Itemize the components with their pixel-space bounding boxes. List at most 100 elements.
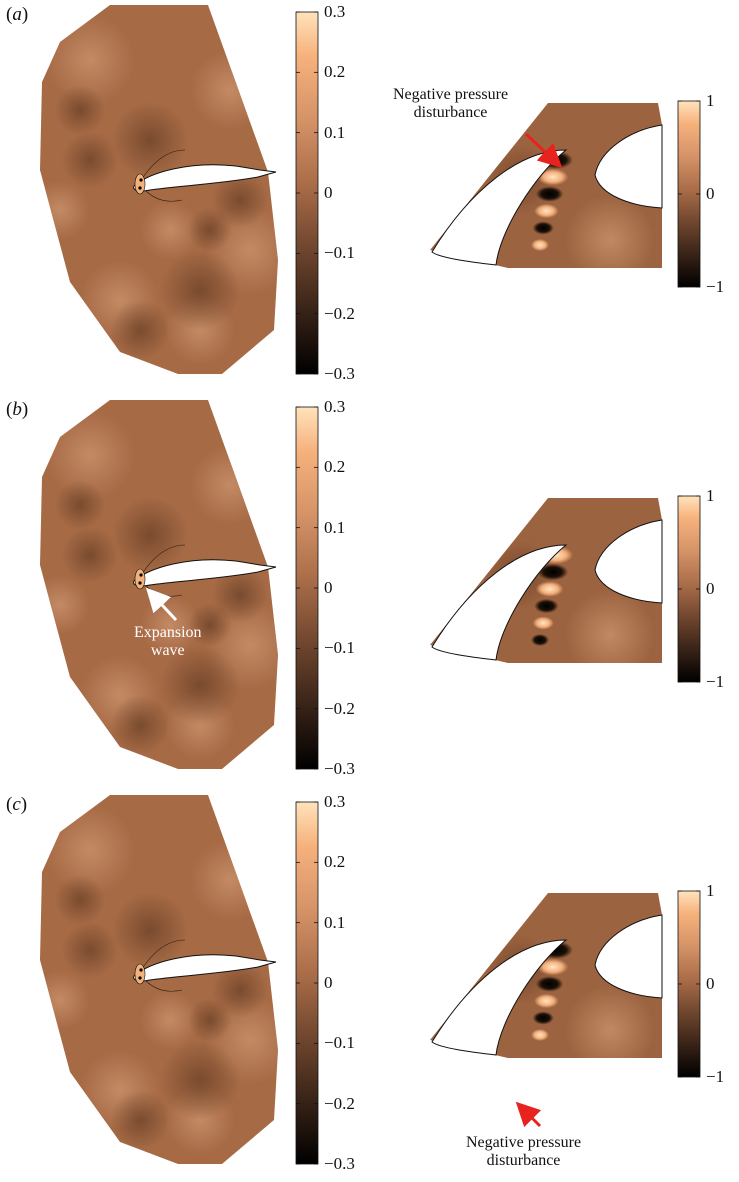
contour-dark bbox=[62, 527, 118, 583]
zoom-field-2 bbox=[430, 893, 663, 1058]
colorbar-tick-label: −0.3 bbox=[324, 759, 355, 778]
contour-dark bbox=[110, 1090, 170, 1150]
colorbar-tick-label: 0.1 bbox=[324, 517, 346, 537]
label-letter: c bbox=[12, 794, 21, 815]
pressure-spot-positive bbox=[531, 1029, 549, 1041]
label-paren-open: ( bbox=[6, 399, 13, 420]
pressure-spot-positive bbox=[531, 239, 549, 251]
colorbar-tick-label: −0.1 bbox=[324, 1033, 355, 1053]
wake-contour bbox=[144, 189, 183, 202]
contour-light bbox=[190, 840, 270, 920]
contour-dark bbox=[110, 695, 170, 755]
zoom-field-0 bbox=[430, 103, 663, 268]
leading-edge-disturbance bbox=[134, 963, 146, 985]
annotation-a_negative: Negative pressure disturbance bbox=[393, 86, 508, 121]
colorbar-tick-label: −1 bbox=[706, 277, 725, 296]
annotation-line: Negative pressure bbox=[393, 86, 509, 103]
disturbance-spot bbox=[139, 178, 143, 182]
contour-dark bbox=[112, 892, 188, 968]
disturbance-spot bbox=[138, 186, 142, 190]
colorbar-tick-label: 1 bbox=[706, 91, 715, 110]
contour-dark bbox=[55, 85, 105, 135]
contour-light bbox=[190, 50, 270, 130]
contour-light bbox=[565, 590, 655, 663]
contour-light bbox=[190, 445, 270, 525]
colorbar-tick-label: 1 bbox=[706, 486, 715, 505]
colorbar-tick-label: −1 bbox=[706, 1067, 725, 1086]
pressure-spot-negative bbox=[537, 563, 569, 581]
colorbar-tick-label: −0.2 bbox=[324, 1093, 355, 1113]
contour-dark bbox=[160, 645, 240, 725]
colorbar-tick-label: −0.1 bbox=[324, 243, 355, 263]
pressure-spot-negative bbox=[535, 186, 564, 202]
contour-light bbox=[565, 195, 655, 268]
colorbar-tick-label: 0.2 bbox=[324, 852, 346, 872]
contour-light bbox=[140, 990, 200, 1050]
colorbar-tick-label: 0.3 bbox=[324, 397, 346, 416]
zoom-colorbar-2 bbox=[677, 890, 701, 1078]
label-paren-open: ( bbox=[6, 794, 13, 815]
disturbance-spot bbox=[138, 581, 142, 585]
colorbar-tick-label: −1 bbox=[706, 672, 725, 691]
wake-contour bbox=[144, 979, 183, 992]
contour-dark bbox=[212, 962, 268, 1018]
contour-light bbox=[40, 180, 90, 240]
zoom-field-1 bbox=[430, 498, 663, 663]
contour-light bbox=[40, 575, 90, 635]
colorbar-tick-label: −0.3 bbox=[324, 364, 355, 383]
contour-blobs bbox=[40, 410, 278, 760]
disturbance-spot bbox=[139, 968, 143, 972]
colorbar-tick-label: 0 bbox=[706, 974, 715, 993]
colorbar-tick-label: −0.3 bbox=[324, 1154, 355, 1173]
colorbar-tick-label: −0.2 bbox=[324, 698, 355, 718]
label-paren-close: ) bbox=[21, 399, 29, 420]
contour-light bbox=[45, 805, 135, 895]
contour-dark bbox=[62, 132, 118, 188]
annotation-line: disturbance bbox=[486, 1151, 561, 1169]
pressure-spot-negative bbox=[531, 634, 549, 646]
pressure-spot-positive bbox=[532, 616, 554, 630]
leading-edge-disturbance bbox=[134, 173, 146, 195]
contour-dark bbox=[188, 998, 232, 1042]
annotation-b_expansion: Expansion wave bbox=[134, 624, 202, 659]
zoom-airfoil-lower bbox=[431, 149, 568, 266]
label-paren-close: ) bbox=[20, 794, 28, 815]
contour-light bbox=[40, 970, 90, 1030]
colorbar-tick-label: 0.1 bbox=[324, 122, 346, 142]
disturbance-spot bbox=[139, 573, 143, 577]
colorbar-tick-label: 0 bbox=[706, 579, 715, 598]
zoom-colorbar-1 bbox=[677, 495, 701, 683]
colorbar-tick-label: −0.2 bbox=[324, 303, 355, 323]
zoom-airfoil-upper bbox=[594, 124, 663, 209]
pressure-spot-negative bbox=[532, 221, 554, 235]
label-letter: b bbox=[12, 399, 22, 420]
colorbar-tick-label: 0.3 bbox=[324, 2, 346, 21]
contour-dark bbox=[112, 497, 188, 573]
contour-light bbox=[45, 410, 135, 500]
contour-dark bbox=[55, 875, 105, 925]
zoom-airfoil-lower bbox=[431, 544, 568, 661]
contour-dark bbox=[110, 300, 170, 360]
pressure-spot-negative bbox=[535, 976, 564, 992]
contour-light bbox=[565, 985, 655, 1058]
annotation-line: Expansion bbox=[134, 624, 202, 641]
label-paren-close: ) bbox=[21, 4, 29, 25]
colorbar-tick-label: 0.2 bbox=[324, 457, 346, 477]
main-colorbar-0 bbox=[295, 11, 319, 375]
contour-dark bbox=[188, 603, 232, 647]
pressure-spot-negative bbox=[532, 1011, 554, 1025]
panel-label-2: (c) bbox=[6, 794, 27, 816]
contour-light bbox=[45, 15, 135, 105]
contour-dark bbox=[212, 172, 268, 228]
contour-dark bbox=[188, 208, 232, 252]
colorbar-tick-label: −0.1 bbox=[324, 638, 355, 658]
contour-dark bbox=[55, 480, 105, 530]
annotation-line: disturbance bbox=[413, 103, 488, 121]
main-field-2 bbox=[40, 795, 278, 1164]
colorbar-tick-label: 0 bbox=[324, 578, 333, 597]
colorbar-tick-label: 0.2 bbox=[324, 62, 346, 82]
leading-edge-disturbance bbox=[134, 568, 146, 590]
main-field-0 bbox=[40, 5, 278, 374]
annotation-c_negative: Negative pressure disturbance bbox=[466, 1134, 581, 1169]
zoom-airfoil-lower bbox=[431, 939, 568, 1056]
